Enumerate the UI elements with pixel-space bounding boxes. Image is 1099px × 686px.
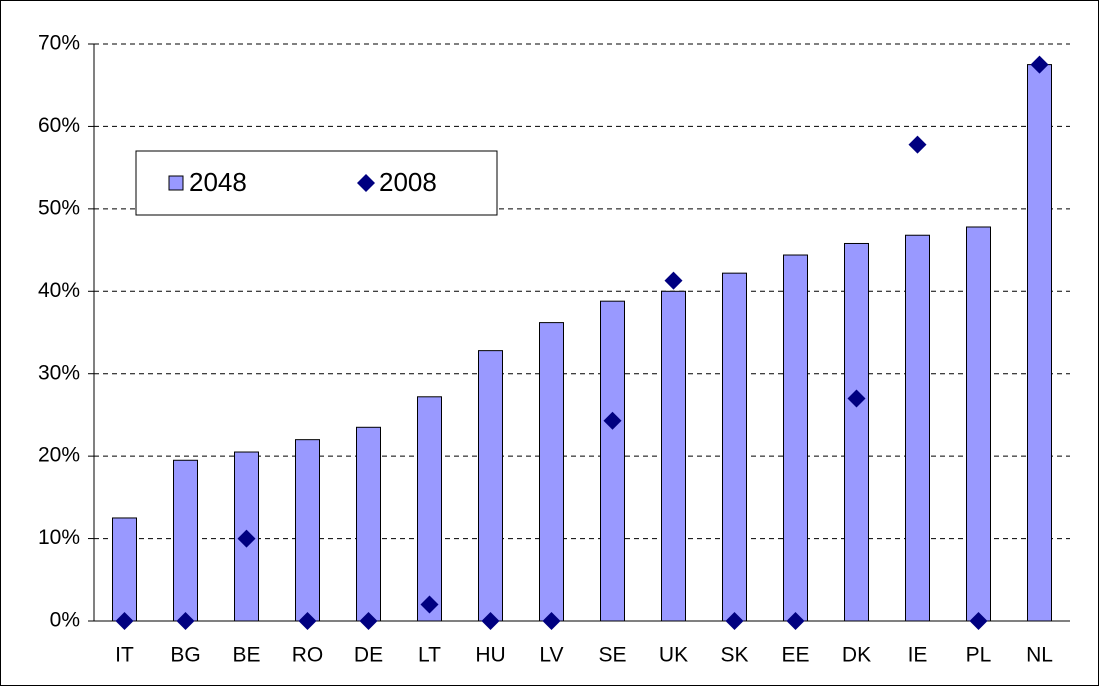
bar — [905, 234, 930, 622]
bar — [844, 242, 869, 622]
x-tick-label: DE — [354, 644, 383, 667]
marker — [908, 135, 927, 154]
x-tick-label: IT — [115, 644, 134, 667]
bar — [295, 439, 320, 622]
marker — [420, 595, 439, 614]
y-tick-label: 50% — [38, 196, 80, 219]
x-tick-label: BE — [232, 644, 260, 667]
legend-swatch — [168, 175, 184, 191]
y-tick-label: 20% — [38, 444, 80, 467]
marker — [237, 529, 256, 548]
bar — [539, 322, 564, 622]
y-tick-label: 40% — [38, 279, 80, 302]
bar — [783, 254, 808, 622]
x-tick-label: LT — [418, 644, 441, 667]
legend-box — [135, 150, 498, 216]
x-tick-label: BG — [170, 644, 200, 667]
x-tick-label: DK — [842, 644, 871, 667]
bar — [173, 459, 198, 622]
y-tick-label: 10% — [38, 526, 80, 549]
marker — [969, 612, 988, 630]
marker — [359, 612, 378, 630]
x-tick-label: NL — [1026, 644, 1053, 667]
x-tick-label: EE — [781, 644, 809, 667]
x-tick-label: IE — [908, 644, 928, 667]
marker — [542, 612, 561, 630]
y-tick-label: 30% — [38, 361, 80, 384]
y-tick-label: 70% — [38, 32, 80, 55]
x-tick-label: SE — [598, 644, 626, 667]
y-tick-label: 60% — [38, 114, 80, 137]
bar — [966, 226, 991, 622]
x-tick-label: PL — [966, 644, 992, 667]
legend-swatch — [357, 174, 375, 192]
x-tick-label: LV — [539, 644, 563, 667]
bar — [661, 290, 686, 622]
bar — [722, 272, 747, 622]
marker — [1030, 55, 1049, 74]
x-tick-label: RO — [292, 644, 324, 667]
marker — [481, 612, 500, 630]
marker — [298, 612, 317, 630]
marker — [664, 271, 683, 290]
bar — [478, 350, 503, 622]
marker — [176, 612, 195, 630]
x-tick-label: UK — [659, 644, 688, 667]
x-tick-label: SK — [720, 644, 748, 667]
legend-label: 2008 — [379, 167, 437, 197]
marker — [115, 612, 134, 630]
legend-label: 2048 — [189, 167, 247, 197]
x-tick-label: HU — [475, 644, 505, 667]
marker — [725, 612, 744, 630]
marker — [847, 389, 866, 408]
bar — [600, 300, 625, 622]
marker — [603, 411, 622, 430]
marker — [786, 612, 805, 630]
y-tick-label: 0% — [50, 609, 80, 632]
bar — [112, 517, 137, 622]
bar — [356, 426, 381, 622]
bar — [417, 396, 442, 622]
bar — [1027, 64, 1052, 622]
